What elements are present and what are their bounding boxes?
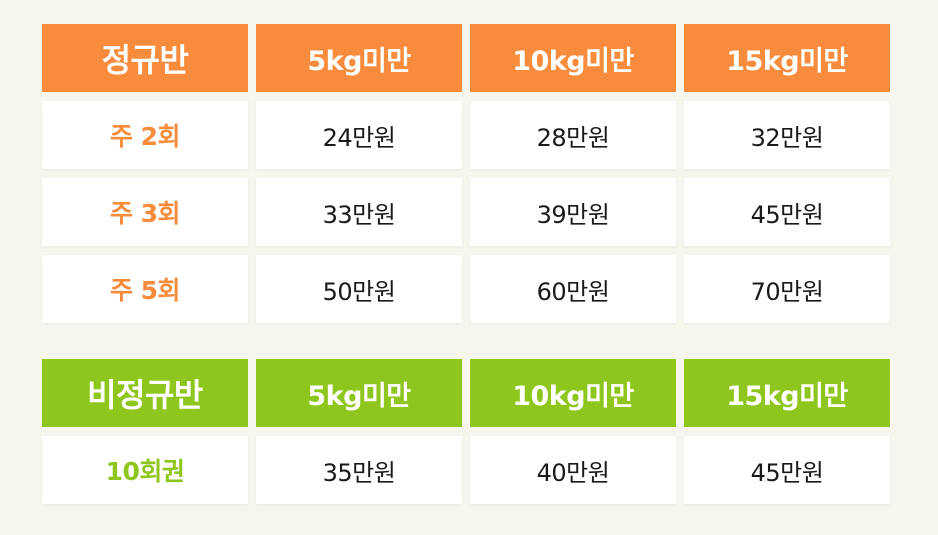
row-label-10-session-pass: 10회권 — [42, 436, 248, 504]
regular-table-title: 정규반 — [42, 24, 248, 92]
column-header-5kg: 5kg미만 — [256, 24, 462, 92]
price-cell: 28만원 — [470, 101, 676, 169]
row-label-5x-week: 주 5회 — [42, 255, 248, 323]
price-cell: 32만원 — [684, 101, 890, 169]
column-header-10kg: 10kg미만 — [470, 359, 676, 427]
irregular-table-title: 비정규반 — [42, 359, 248, 427]
price-cell: 39만원 — [470, 178, 676, 246]
column-header-5kg: 5kg미만 — [256, 359, 462, 427]
price-cell: 70만원 — [684, 255, 890, 323]
price-cell: 40만원 — [470, 436, 676, 504]
column-header-10kg: 10kg미만 — [470, 24, 676, 92]
row-label-2x-week: 주 2회 — [42, 101, 248, 169]
regular-price-table: 정규반 5kg미만 10kg미만 15kg미만 주 2회 24만원 28만원 3… — [42, 24, 890, 323]
irregular-price-table: 비정규반 5kg미만 10kg미만 15kg미만 10회권 35만원 40만원 … — [42, 359, 890, 504]
price-cell: 24만원 — [256, 101, 462, 169]
price-cell: 45만원 — [684, 178, 890, 246]
price-cell: 60만원 — [470, 255, 676, 323]
price-cell: 45만원 — [684, 436, 890, 504]
column-header-15kg: 15kg미만 — [684, 359, 890, 427]
row-label-3x-week: 주 3회 — [42, 178, 248, 246]
price-cell: 33만원 — [256, 178, 462, 246]
column-header-15kg: 15kg미만 — [684, 24, 890, 92]
price-cell: 35만원 — [256, 436, 462, 504]
price-cell: 50만원 — [256, 255, 462, 323]
